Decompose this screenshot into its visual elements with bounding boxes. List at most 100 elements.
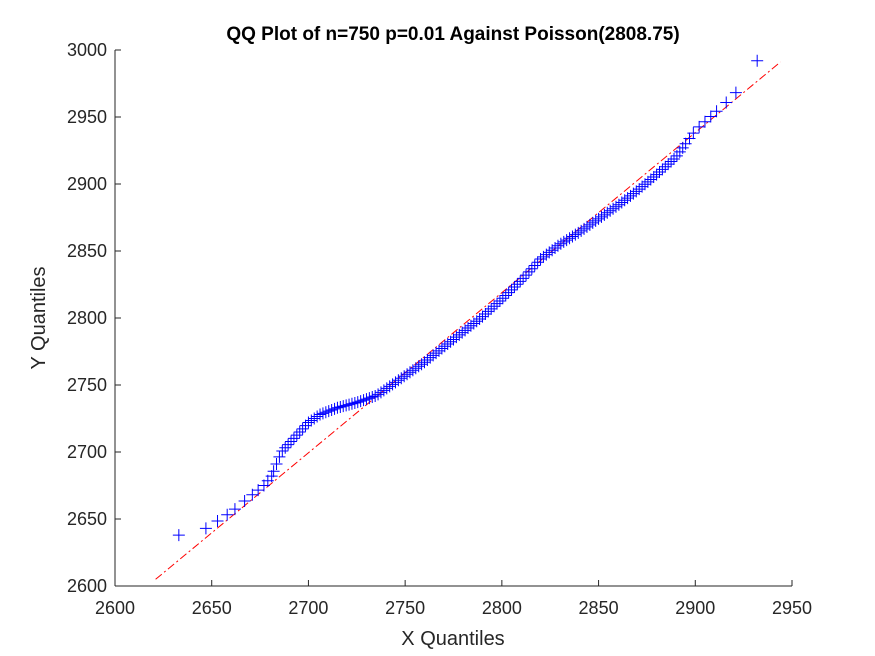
qq-point <box>476 310 489 323</box>
qq-point <box>221 508 234 521</box>
qq-point <box>285 435 298 448</box>
qq-point <box>331 401 344 414</box>
qq-point <box>462 322 475 335</box>
qq-point <box>430 347 443 360</box>
qq-point <box>528 259 541 272</box>
y-tick-label: 3000 <box>67 40 107 60</box>
qq-point <box>499 289 512 302</box>
x-tick-label: 2850 <box>579 598 619 618</box>
qq-point <box>418 356 431 369</box>
qq-point <box>366 391 379 404</box>
y-tick-label: 2900 <box>67 174 107 194</box>
qq-point <box>729 86 742 99</box>
qq-point <box>710 105 723 118</box>
qq-point <box>238 495 251 508</box>
y-tick-label: 2650 <box>67 509 107 529</box>
qq-point <box>325 404 338 417</box>
qq-point <box>511 278 524 291</box>
qq-point <box>505 283 518 296</box>
qq-point <box>470 315 483 328</box>
qq-point <box>290 429 303 442</box>
qq-point <box>659 160 672 173</box>
y-tick-label: 2950 <box>67 107 107 127</box>
qq-point <box>638 178 651 191</box>
qq-point <box>351 396 364 409</box>
y-tick-label: 2700 <box>67 442 107 462</box>
qq-point <box>665 155 678 168</box>
qq-point <box>563 232 576 245</box>
qq-point <box>491 297 504 310</box>
qq-point <box>751 54 764 67</box>
qq-point <box>496 292 509 305</box>
qq-point <box>311 410 324 423</box>
qq-point <box>485 302 498 315</box>
x-tick-label: 2900 <box>675 598 715 618</box>
qq-point <box>265 470 278 483</box>
x-axis-label: X Quantiles <box>401 628 504 650</box>
x-tick-label: 2650 <box>192 598 232 618</box>
qq-point <box>687 127 700 140</box>
qq-point <box>316 407 329 420</box>
qq-point <box>482 305 495 318</box>
qq-point <box>228 503 241 516</box>
qq-point <box>211 514 224 527</box>
qq-point <box>525 262 538 275</box>
qq-point <box>653 166 666 179</box>
qq-point <box>246 488 259 501</box>
qq-point <box>363 392 376 405</box>
qq-point <box>520 269 533 282</box>
qq-point <box>199 522 212 535</box>
y-axis-label: Y Quantiles <box>28 266 50 369</box>
x-axis: 2600 2650 2700 2750 2800 2850 2900 2950 <box>95 580 812 618</box>
qq-point <box>319 406 332 419</box>
qq-point <box>267 465 280 478</box>
qq-point <box>322 405 335 418</box>
qq-point <box>447 333 460 346</box>
plot-area <box>155 54 781 580</box>
qq-point <box>641 175 654 188</box>
qq-point <box>287 432 300 445</box>
x-tick-label: 2750 <box>385 598 425 618</box>
qq-point <box>502 286 515 299</box>
x-tick-label: 2600 <box>95 598 135 618</box>
qq-point <box>633 183 646 196</box>
qq-point <box>299 419 312 432</box>
qq-point <box>444 335 457 348</box>
qq-point <box>276 444 289 457</box>
qq-point <box>644 173 657 186</box>
qq-point <box>314 408 327 421</box>
qq-point <box>522 265 535 278</box>
qq-point <box>450 331 463 344</box>
qq-point <box>360 393 373 406</box>
qq-point <box>704 110 717 123</box>
qq-point <box>282 438 295 451</box>
qq-point <box>531 256 544 269</box>
qq-point <box>432 344 445 357</box>
qq-point <box>343 398 356 411</box>
qq-point <box>354 395 367 408</box>
qq-point <box>337 400 350 413</box>
qq-point <box>369 390 382 403</box>
qq-point <box>456 326 469 339</box>
qq-point <box>334 400 347 413</box>
qq-point <box>252 484 265 497</box>
qq-point <box>427 349 440 362</box>
qq-point <box>273 450 286 463</box>
qq-point <box>693 120 706 133</box>
qq-point <box>479 308 492 321</box>
qq-point <box>668 152 681 165</box>
qq-point <box>560 234 573 247</box>
qq-point <box>293 425 306 438</box>
qq-point <box>517 272 530 285</box>
x-tick-label: 2950 <box>772 598 812 618</box>
qq-point <box>340 399 353 412</box>
y-axis: 2600 2650 2700 2750 2800 2850 2900 2950 3000 <box>67 40 121 596</box>
reference-line <box>155 61 781 580</box>
qq-point <box>345 397 358 410</box>
qq-point <box>508 281 521 294</box>
qq-point <box>698 115 711 128</box>
qq-point <box>630 185 643 198</box>
qq-point <box>720 96 733 109</box>
chart-title: QQ Plot of n=750 p=0.01 Against Poisson(… <box>226 24 679 45</box>
